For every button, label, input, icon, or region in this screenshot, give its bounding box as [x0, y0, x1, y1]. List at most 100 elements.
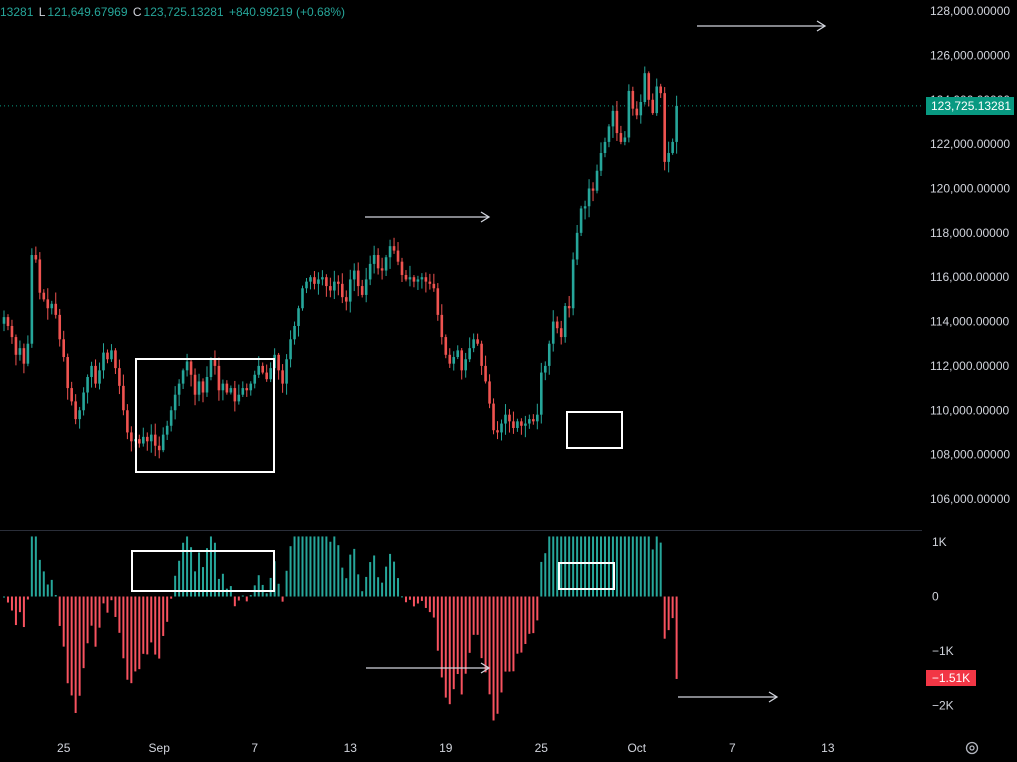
oscillator-bar: [82, 596, 85, 669]
oscillator-bar: [424, 596, 427, 608]
oscillator-bar: [98, 596, 101, 628]
oscillator-bar: [18, 596, 21, 613]
oscillator-bar: [86, 596, 89, 644]
arrow-head: [816, 20, 827, 32]
oscillator-bar: [639, 536, 642, 597]
candle-body: [659, 86, 662, 94]
price-axis-label: 114,000.00000: [930, 315, 1010, 329]
oscillator-bar: [186, 536, 189, 597]
last-price-label: 123,725.13281: [926, 97, 1014, 115]
candle-body: [193, 374, 197, 395]
oscillator-bar: [170, 596, 173, 599]
oscillator-bar: [357, 574, 360, 597]
candle-body: [468, 348, 471, 360]
candle-body: [86, 376, 89, 393]
oscillator-bar: [584, 536, 587, 597]
candle-body: [14, 337, 18, 355]
price-axis-label: 118,000.00000: [930, 226, 1010, 240]
oscillator-bar: [524, 596, 527, 644]
oscillator-bar: [321, 536, 324, 597]
candle-body: [623, 137, 627, 142]
oscillator-bar: [556, 536, 559, 597]
price-axis-label: 110,000.00000: [930, 403, 1010, 417]
candle-body: [277, 354, 280, 371]
oscillator-bar: [655, 536, 658, 597]
oscillator-bar: [46, 584, 49, 597]
oscillator-bar: [70, 596, 73, 696]
candle-body: [571, 259, 575, 309]
oscillator-bar: [221, 573, 224, 597]
oscillator-bar: [162, 596, 165, 636]
candle-body: [62, 339, 65, 358]
oscillator-bar: [114, 596, 117, 617]
candle-body: [106, 352, 109, 360]
oscillator-bar: [627, 536, 630, 597]
candle-body: [595, 170, 599, 191]
candle-body: [197, 381, 201, 395]
oscillator-bar: [568, 536, 571, 597]
candle-body: [376, 255, 380, 269]
candle-body: [671, 141, 674, 154]
candle-body: [253, 374, 257, 384]
candle-body: [464, 359, 467, 371]
oscillator-bar: [393, 561, 396, 597]
candle-body: [94, 365, 97, 384]
oscillator-bar: [560, 536, 563, 597]
oscillator-bar: [66, 596, 69, 684]
oscillator-bar: [74, 596, 77, 713]
oscillator-bar: [600, 536, 602, 597]
legend-open-partial: 13281: [0, 5, 34, 19]
oscillator-bar: [110, 596, 113, 601]
oscillator-bar: [333, 536, 336, 597]
candle-body: [488, 381, 491, 404]
candle-body: [317, 279, 320, 284]
gear-icon[interactable]: [964, 740, 980, 756]
oscillator-bar: [476, 596, 479, 635]
candle-body: [293, 325, 296, 340]
oscillator-bar: [369, 562, 372, 597]
candle-body: [122, 385, 125, 411]
oscillator-bar: [520, 596, 523, 653]
oscillator-bar: [3, 596, 5, 598]
candle-body: [265, 372, 268, 380]
oscillator-bar: [607, 536, 610, 597]
candle-body: [177, 383, 181, 395]
oscillator-bar: [464, 596, 467, 674]
oscillator-bar: [468, 596, 471, 653]
oscillator-bar: [508, 596, 511, 672]
candle-body: [237, 394, 241, 402]
candle-body: [420, 277, 424, 280]
oscillator-bar: [78, 596, 81, 696]
arrow-head: [480, 662, 491, 674]
candle-body: [185, 361, 189, 371]
arrow-head: [480, 211, 491, 223]
candles: [2, 66, 678, 459]
oscillator-bar: [452, 596, 455, 690]
candle-body: [233, 388, 237, 402]
candle-body: [126, 410, 129, 433]
candle-body: [217, 365, 221, 391]
candle-body: [169, 410, 173, 426]
oscillator-bar: [126, 596, 129, 680]
candle-body: [289, 339, 292, 360]
oscillator-bar: [309, 536, 312, 597]
candle-body: [337, 281, 340, 284]
candle-body: [540, 372, 543, 415]
oscillator-bar: [134, 596, 137, 672]
oscillator-bar: [42, 571, 45, 597]
oscillator-bar: [313, 536, 316, 597]
candle-body: [321, 277, 324, 280]
oscillator-bar: [588, 536, 591, 597]
candle-body: [344, 297, 348, 302]
candle-body: [603, 141, 607, 154]
oscillator-bar: [269, 577, 272, 597]
candle-body: [309, 277, 312, 282]
oscillator-bar: [257, 575, 260, 597]
legend-close: 123,725.13281: [143, 5, 224, 19]
candle-body: [643, 73, 647, 103]
legend-low: 121,649.67969: [47, 5, 128, 19]
oscillator-bar: [237, 596, 240, 601]
oscillator-bar: [345, 578, 348, 597]
oscillator-bar: [122, 596, 125, 659]
